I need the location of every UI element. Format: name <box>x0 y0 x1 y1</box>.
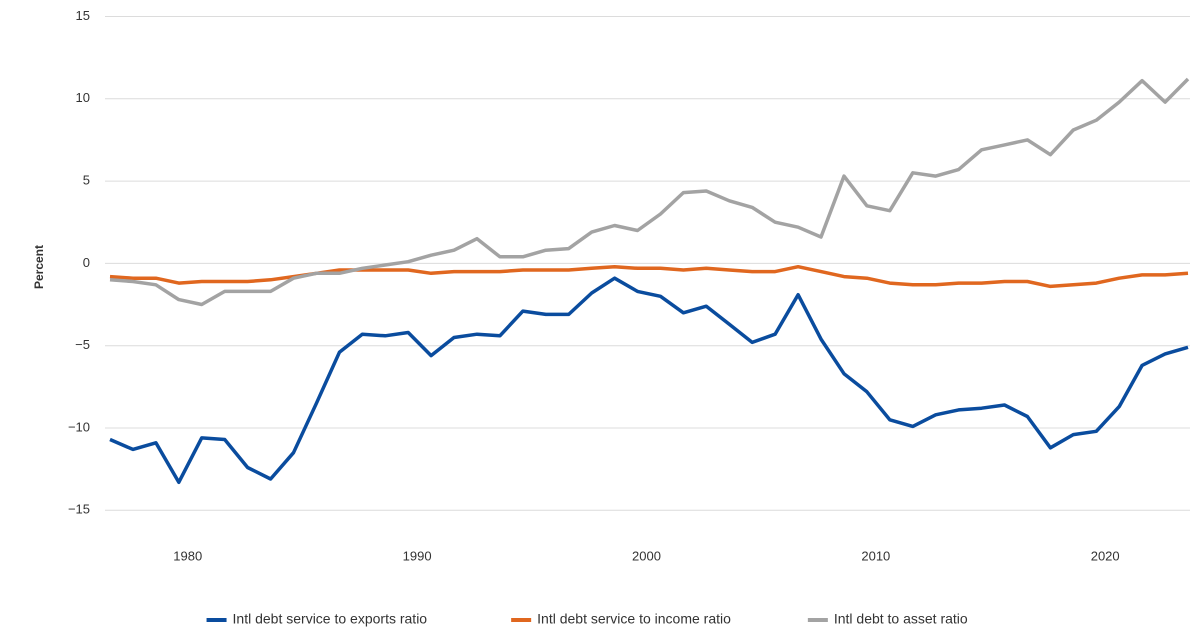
series-line <box>109 77 1190 307</box>
y-tick-label: 15 <box>76 8 90 23</box>
legend-label: Intl debt to asset ratio <box>834 611 968 627</box>
x-tick-label: 2020 <box>1091 548 1120 563</box>
legend-label: Intl debt service to income ratio <box>537 611 731 627</box>
y-tick-label: −5 <box>75 337 90 352</box>
legend-label: Intl debt service to exports ratio <box>233 611 428 627</box>
series-line <box>109 264 1189 289</box>
y-tick-label: −15 <box>68 502 90 517</box>
x-tick-label: 2000 <box>632 548 661 563</box>
y-axis-label: Percent <box>32 245 46 289</box>
x-tick-label: 1990 <box>403 548 432 563</box>
y-tick-label: 10 <box>76 90 90 105</box>
y-tick-label: 0 <box>83 255 90 270</box>
series-line <box>109 276 1189 485</box>
y-tick-label: −10 <box>68 419 90 434</box>
x-tick-label: 2010 <box>861 548 890 563</box>
x-tick-label: 1980 <box>173 548 202 563</box>
y-tick-label: 5 <box>83 173 90 188</box>
